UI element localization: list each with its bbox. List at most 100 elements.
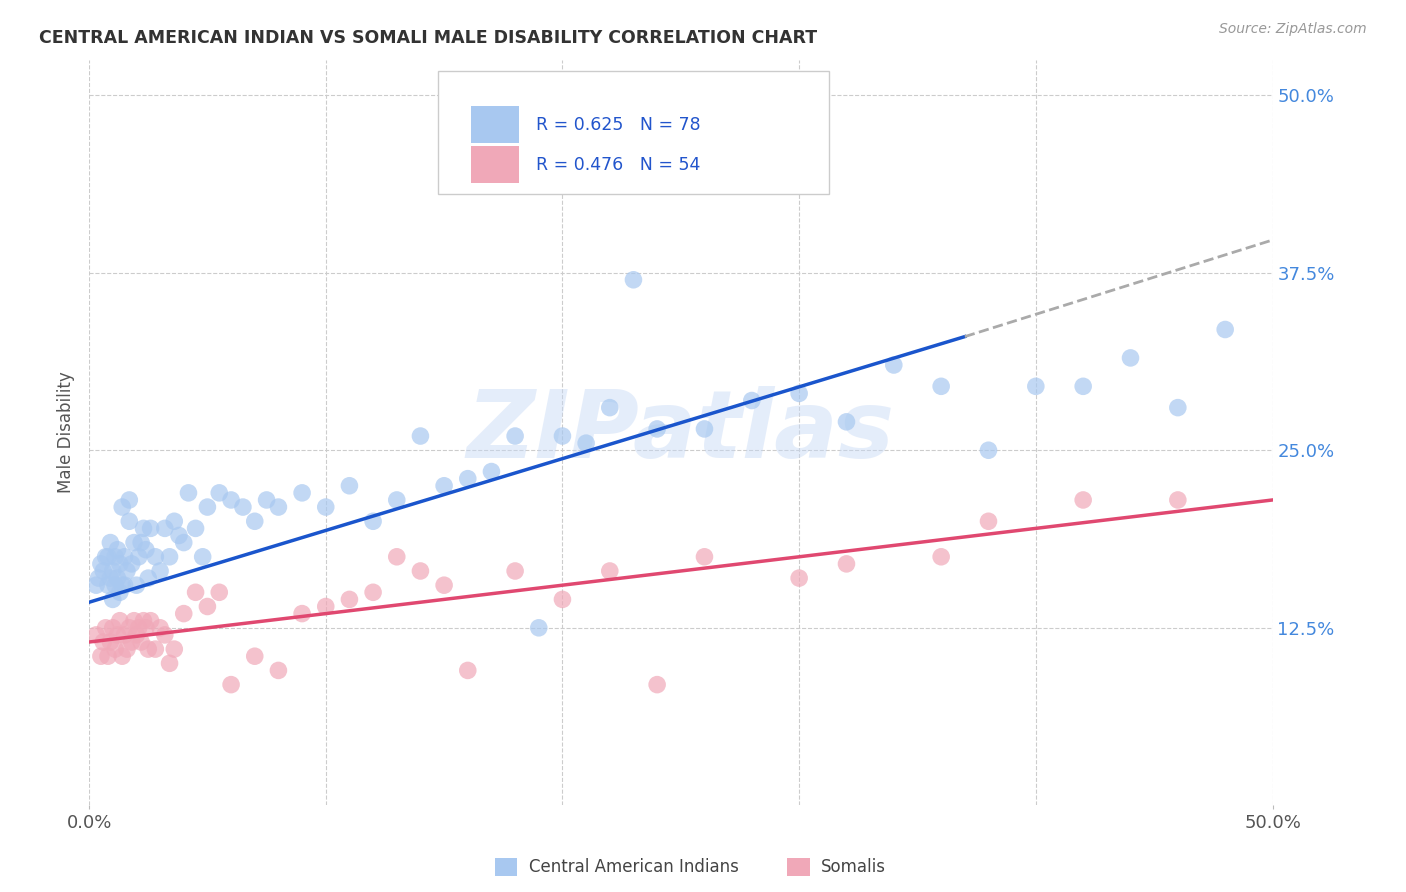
Point	[197, 500, 219, 514]
Point	[361, 585, 384, 599]
Point	[136, 571, 159, 585]
Point	[503, 564, 526, 578]
Point	[97, 578, 120, 592]
Point	[135, 621, 157, 635]
Point	[232, 500, 254, 514]
Point	[645, 422, 668, 436]
Point	[139, 521, 162, 535]
Point	[90, 557, 112, 571]
Point	[339, 479, 361, 493]
Point	[143, 549, 166, 564]
Point	[315, 599, 337, 614]
Point	[315, 500, 337, 514]
Point	[118, 621, 141, 635]
Point	[267, 500, 290, 514]
Point	[84, 628, 107, 642]
Point	[132, 614, 155, 628]
Point	[108, 585, 131, 599]
Point	[219, 492, 242, 507]
Point	[104, 549, 127, 564]
Point	[409, 564, 432, 578]
Y-axis label: Male Disability: Male Disability	[58, 372, 75, 493]
Text: R = 0.476   N = 54: R = 0.476 N = 54	[537, 156, 700, 174]
Point	[693, 549, 716, 564]
Point	[139, 614, 162, 628]
FancyBboxPatch shape	[439, 70, 828, 194]
Point	[457, 664, 479, 678]
Point	[128, 549, 150, 564]
Point	[787, 571, 810, 585]
Point	[191, 549, 214, 564]
Point	[101, 564, 124, 578]
Point	[149, 564, 172, 578]
Point	[599, 564, 621, 578]
Point	[481, 465, 503, 479]
Point	[84, 578, 107, 592]
Point	[100, 635, 122, 649]
Point	[111, 578, 134, 592]
Point	[385, 492, 408, 507]
Text: Central American Indians: Central American Indians	[529, 858, 738, 876]
Point	[1071, 492, 1094, 507]
Point	[118, 514, 141, 528]
Point	[163, 514, 186, 528]
Point	[787, 386, 810, 401]
Point	[104, 642, 127, 657]
Point	[107, 542, 129, 557]
Point	[1213, 322, 1236, 336]
FancyBboxPatch shape	[471, 106, 519, 144]
Point	[118, 492, 141, 507]
Point	[125, 578, 148, 592]
Point	[87, 571, 110, 585]
Point	[114, 549, 136, 564]
Point	[163, 642, 186, 657]
Point	[184, 521, 207, 535]
Point	[361, 514, 384, 528]
Point	[101, 621, 124, 635]
Point	[623, 273, 645, 287]
Point	[149, 621, 172, 635]
Point	[125, 628, 148, 642]
Point	[132, 521, 155, 535]
Point	[929, 549, 952, 564]
Text: Somalis: Somalis	[821, 858, 886, 876]
Point	[107, 571, 129, 585]
Point	[129, 535, 152, 549]
Point	[108, 614, 131, 628]
Point	[159, 657, 181, 671]
Point	[551, 429, 574, 443]
Point	[167, 528, 190, 542]
Text: R = 0.625   N = 78: R = 0.625 N = 78	[537, 116, 702, 134]
Point	[291, 486, 314, 500]
Point	[1071, 379, 1094, 393]
Point	[267, 664, 290, 678]
FancyBboxPatch shape	[471, 146, 519, 184]
Point	[94, 549, 117, 564]
Point	[108, 557, 131, 571]
Point	[111, 500, 134, 514]
Point	[291, 607, 314, 621]
Point	[645, 678, 668, 692]
Point	[208, 585, 231, 599]
Point	[128, 621, 150, 635]
Point	[135, 542, 157, 557]
Point	[104, 578, 127, 592]
Point	[121, 635, 143, 649]
Point	[835, 557, 858, 571]
Point	[1167, 401, 1189, 415]
Point	[339, 592, 361, 607]
Point	[91, 564, 114, 578]
Point	[129, 635, 152, 649]
Point	[111, 649, 134, 664]
Point	[551, 592, 574, 607]
Point	[159, 549, 181, 564]
Point	[741, 393, 763, 408]
Point	[115, 642, 138, 657]
Point	[90, 649, 112, 664]
Point	[173, 607, 195, 621]
Point	[97, 649, 120, 664]
Point	[385, 549, 408, 564]
Point	[153, 628, 176, 642]
Point	[977, 443, 1000, 458]
Point	[409, 429, 432, 443]
